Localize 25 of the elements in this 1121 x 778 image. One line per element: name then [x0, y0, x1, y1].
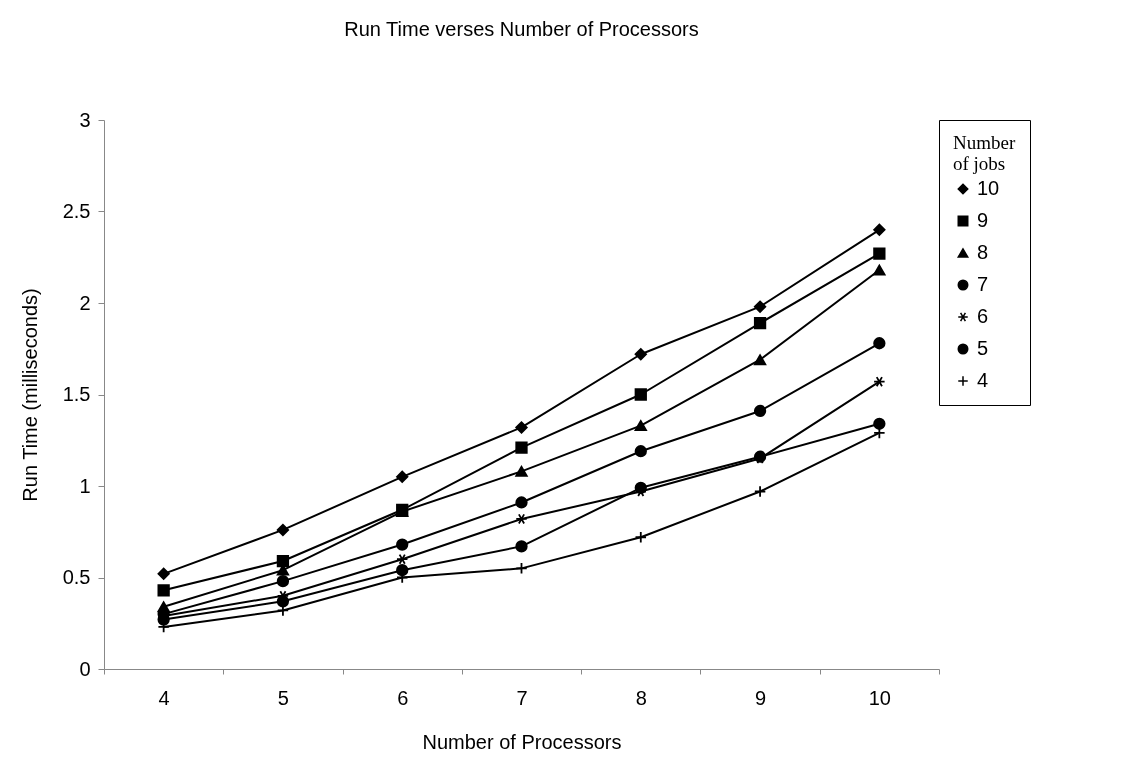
x-tick-label: 5 — [277, 686, 289, 709]
legend-label: 8 — [977, 241, 989, 263]
y-tick-label: 0 — [79, 657, 91, 680]
y-tick-label: 3 — [79, 108, 91, 131]
legend-label: 4 — [977, 369, 989, 391]
chart-title: Run Time verses Number of Processors — [344, 18, 699, 40]
legend-label: 10 — [977, 177, 1000, 199]
y-tick-label: 0.5 — [62, 566, 91, 588]
y-axis-title: Run Time (milliseconds) — [18, 288, 41, 502]
x-tick-label: 10 — [868, 686, 891, 709]
y-tick-label: 1.5 — [62, 383, 91, 405]
y-tick-label: 2.5 — [62, 200, 91, 222]
legend-title: Number of jobs — [953, 132, 1016, 174]
x-tick-label: 4 — [158, 686, 170, 709]
y-tick-label: 2 — [79, 291, 91, 314]
legend-label: 6 — [977, 305, 989, 327]
legend-label: 9 — [977, 209, 989, 231]
y-tick-label: 1 — [79, 474, 91, 497]
legend-label: 5 — [977, 337, 989, 359]
x-tick-label: 9 — [755, 686, 767, 709]
x-tick-label: 6 — [397, 686, 409, 709]
x-axis-title: Number of Processors — [422, 730, 622, 753]
x-tick-label: 8 — [635, 686, 647, 709]
x-tick-label: 7 — [516, 686, 528, 709]
legend-label: 7 — [977, 273, 989, 295]
